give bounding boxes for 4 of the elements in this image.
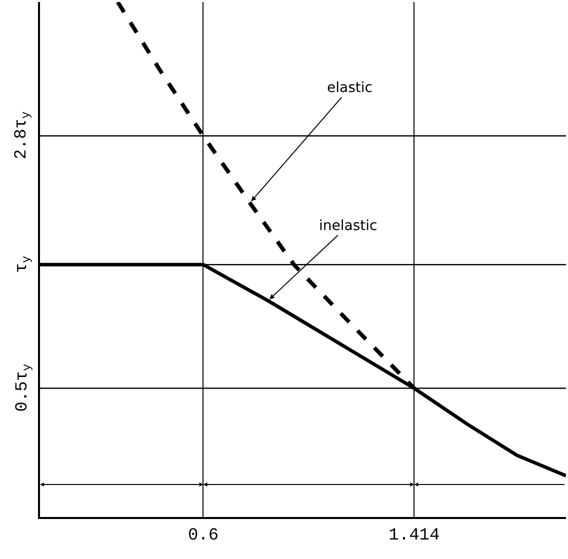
annotation: elastic	[327, 80, 372, 96]
annotation: inelastic	[319, 218, 378, 234]
x-tick-label: 0.6	[188, 526, 219, 546]
x-tick-label: 1.414	[388, 526, 440, 546]
